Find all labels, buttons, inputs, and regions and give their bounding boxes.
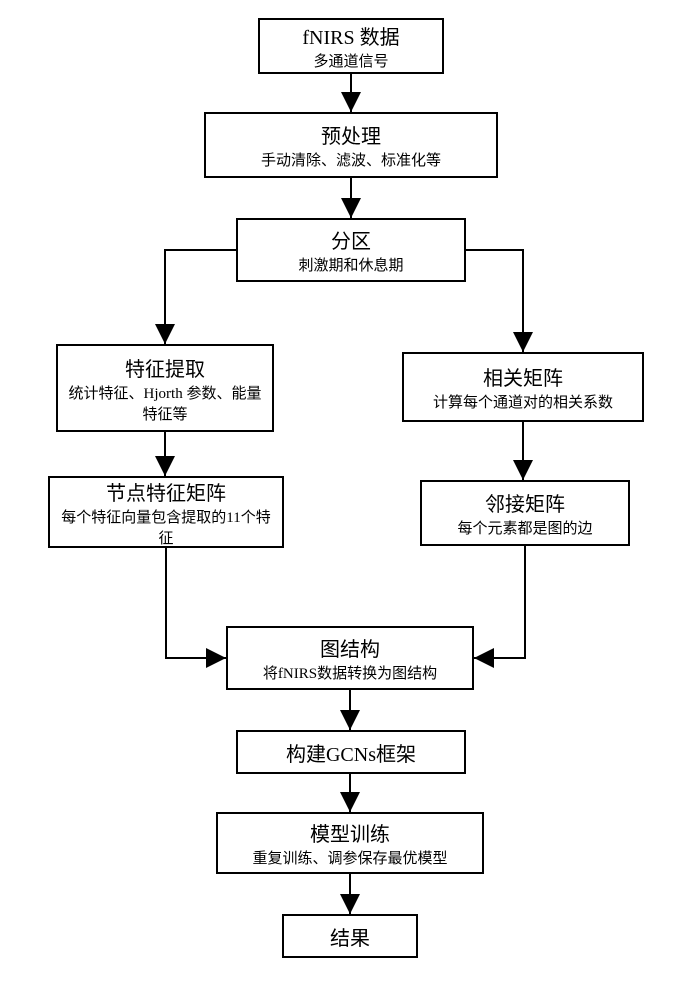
node-sub: 每个特征向量包含提取的11个特征 [56,506,276,548]
node-fnirs-data: fNIRS 数据 多通道信号 [258,18,444,74]
node-title: 节点特征矩阵 [106,477,226,506]
node-sub: 将fNIRS数据转换为图结构 [263,662,437,683]
node-corr-matrix: 相关矩阵 计算每个通道对的相关系数 [402,352,644,422]
node-result: 结果 [282,914,418,958]
node-title: 分区 [331,225,371,254]
node-title: 图结构 [320,633,380,662]
node-title: 预处理 [321,120,381,149]
node-feature-matrix: 节点特征矩阵 每个特征向量包含提取的11个特征 [48,476,284,548]
flowchart-canvas: fNIRS 数据 多通道信号 预处理 手动清除、滤波、标准化等 分区 刺激期和休… [0,0,682,1000]
node-feature-extract: 特征提取 统计特征、Hjorth 参数、能量特征等 [56,344,274,432]
node-sub: 刺激期和休息期 [298,254,403,275]
node-title: 邻接矩阵 [485,488,565,517]
node-title: 特征提取 [125,353,205,382]
node-title: 模型训练 [310,818,390,847]
node-sub: 计算每个通道对的相关系数 [433,391,613,412]
node-build-gcns: 构建GCNs框架 [236,730,466,774]
node-adj-matrix: 邻接矩阵 每个元素都是图的边 [420,480,630,546]
node-title: 结果 [330,922,370,951]
node-sub: 手动清除、滤波、标准化等 [261,149,441,170]
node-sub: 每个元素都是图的边 [457,517,592,538]
node-title: 构建GCNs框架 [286,738,416,767]
node-title: 相关矩阵 [483,362,563,391]
node-sub: 多通道信号 [313,50,388,71]
node-graph-struct: 图结构 将fNIRS数据转换为图结构 [226,626,474,690]
node-train: 模型训练 重复训练、调参保存最优模型 [216,812,484,874]
node-sub: 统计特征、Hjorth 参数、能量特征等 [64,382,266,424]
node-title: fNIRS 数据 [302,21,399,50]
node-sub: 重复训练、调参保存最优模型 [252,847,447,868]
node-preprocess: 预处理 手动清除、滤波、标准化等 [204,112,498,178]
node-partition: 分区 刺激期和休息期 [236,218,466,282]
